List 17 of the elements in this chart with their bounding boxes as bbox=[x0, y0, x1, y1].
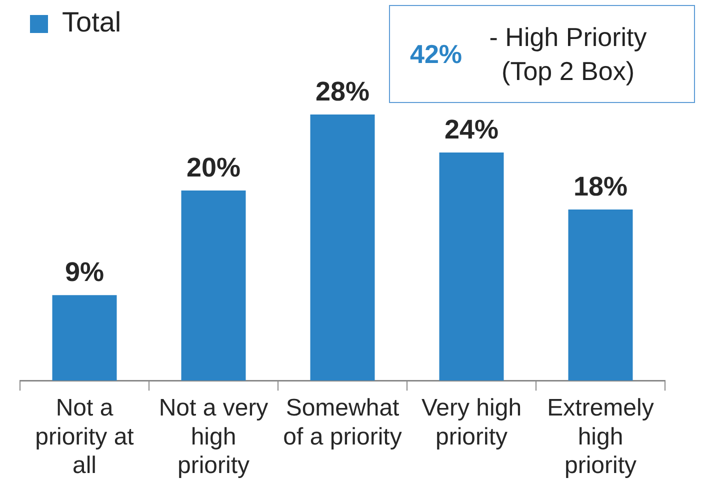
x-tick-label: Very high priority bbox=[421, 394, 522, 450]
data-label: 28% bbox=[315, 76, 370, 106]
data-label: 18% bbox=[573, 172, 628, 202]
bar bbox=[310, 114, 375, 381]
text: 42% - High Priority (Top 2 Box) bbox=[389, 5, 695, 103]
bar bbox=[439, 152, 504, 381]
data-label: 20% bbox=[186, 152, 241, 182]
data-label: 9% bbox=[64, 257, 104, 288]
bar bbox=[52, 295, 117, 381]
bar bbox=[181, 190, 246, 381]
bar bbox=[568, 210, 633, 381]
legend-label: Total bbox=[62, 6, 122, 38]
x-tick-label: Somewhat of a priority bbox=[283, 394, 402, 450]
x-tick-label: Extremely high priority bbox=[547, 394, 654, 480]
x-tick-label: Not a priority at all bbox=[35, 394, 134, 480]
data-label: 24% bbox=[444, 114, 499, 144]
x-tick-label: Not a very high priority bbox=[158, 394, 268, 480]
